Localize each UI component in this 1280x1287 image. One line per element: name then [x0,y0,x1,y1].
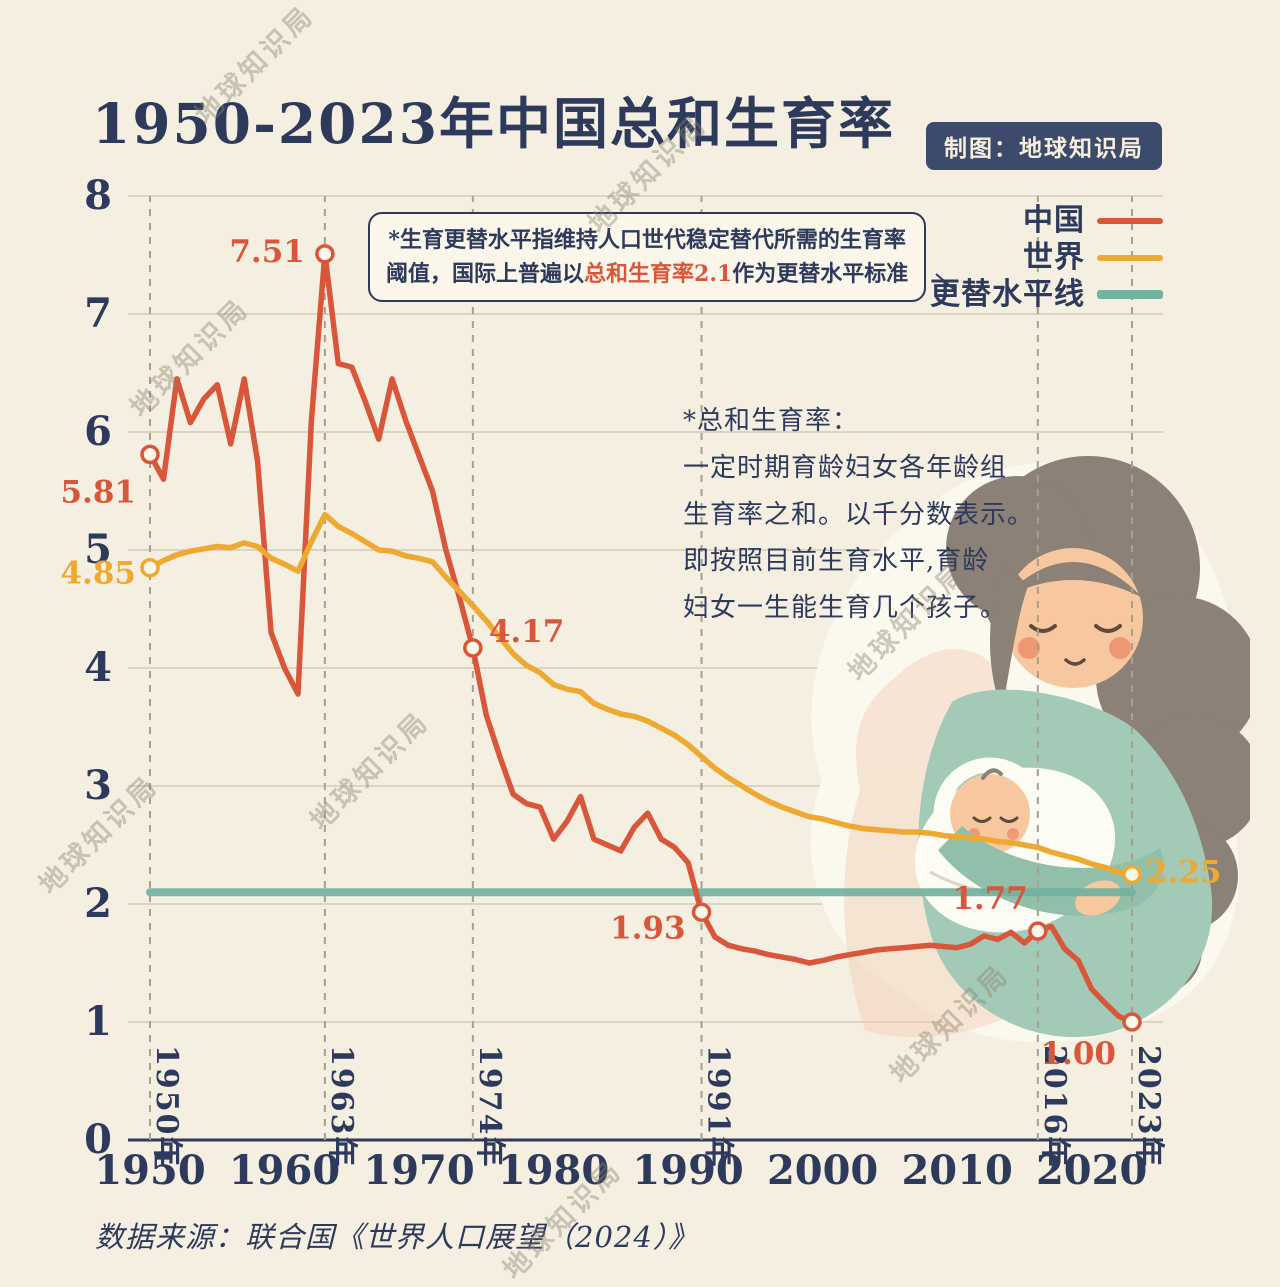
annotation-highlight: 总和生育率2.1 [584,261,733,288]
mother-eye-right [1094,624,1122,633]
hair-lock [989,560,1028,710]
annotation-box: *生育更替水平指维持人口世代稳定替代所需的生育率 阈值，国际上普遍以总和生育率2… [368,212,927,303]
cheek [1109,637,1131,659]
svg-text:3: 3 [84,762,112,809]
hair-fringe [1003,562,1143,598]
svg-text:1970: 1970 [363,1147,474,1194]
svg-text:1.00: 1.00 [1040,1036,1116,1072]
baby-eye-right [999,816,1019,823]
svg-text:6: 6 [84,408,112,455]
legend-row-world: 世界 [930,241,1163,274]
page-title: 1950-2023年中国总和生育率 [92,90,895,156]
annotation-line-1: *生育更替水平指维持人口世代稳定替代所需的生育率 [388,227,906,253]
mother-eye-left [1029,624,1057,633]
source-text: 数据来源：联合国《世界人口展望（2024）》 [95,1220,699,1254]
legend-swatch-china [1097,217,1163,224]
svg-text:2016年: 2016年 [1037,1045,1072,1169]
cheek [1018,637,1040,659]
legend-label-world: 世界 [1023,240,1085,275]
annotation-line-2: 阈值，国际上普遍以总和生育率2.1作为更替水平标准 [386,261,909,288]
legend-row-china: 中国 [930,204,1163,237]
svg-text:5.81: 5.81 [60,474,136,510]
svg-text:1974年: 1974年 [472,1045,507,1169]
legend-row-replacement: 更替水平线 [930,278,1163,311]
svg-text:1990: 1990 [632,1147,743,1194]
credit-badge: 制图：地球知识局 [926,122,1162,170]
svg-text:4: 4 [84,644,112,691]
svg-text:0: 0 [84,1116,112,1163]
svg-text:2000: 2000 [767,1147,878,1194]
fertility-definition-note: *总和生育率： 一定时期育龄妇女各年龄组 生育率之和。以千分数表示。 即按照目前… [683,406,1035,624]
svg-text:2.25: 2.25 [1146,855,1222,891]
baby-hair-curl [981,768,1003,780]
legend: 中国 世界 更替水平线 [930,204,1163,315]
svg-text:1: 1 [84,998,112,1045]
svg-text:1.77: 1.77 [952,881,1028,917]
svg-text:1.93: 1.93 [610,910,686,946]
baby-eye-left [972,816,992,823]
svg-text:1950: 1950 [94,1147,205,1194]
svg-text:1963年: 1963年 [324,1045,359,1169]
svg-text:7.51: 7.51 [229,234,305,270]
svg-text:2023年: 2023年 [1131,1045,1166,1169]
svg-text:5: 5 [84,526,112,573]
svg-text:1950年: 1950年 [149,1045,184,1169]
svg-text:2010: 2010 [901,1147,1012,1194]
legend-swatch-replacement [1097,290,1163,299]
svg-text:2020: 2020 [1036,1147,1147,1194]
svg-text:2: 2 [84,880,112,927]
svg-text:4.17: 4.17 [489,614,565,650]
legend-label-replacement: 更替水平线 [930,277,1085,312]
legend-swatch-world [1097,254,1163,261]
mother-mouth [1064,658,1086,666]
svg-text:8: 8 [84,172,112,219]
svg-text:1960: 1960 [229,1147,340,1194]
svg-text:4.85: 4.85 [60,556,136,592]
baby-cheek [1007,828,1019,840]
legend-label-china: 中国 [1023,203,1085,238]
svg-text:7: 7 [84,290,112,337]
svg-text:1980: 1980 [498,1147,609,1194]
svg-text:1991年: 1991年 [701,1045,736,1169]
